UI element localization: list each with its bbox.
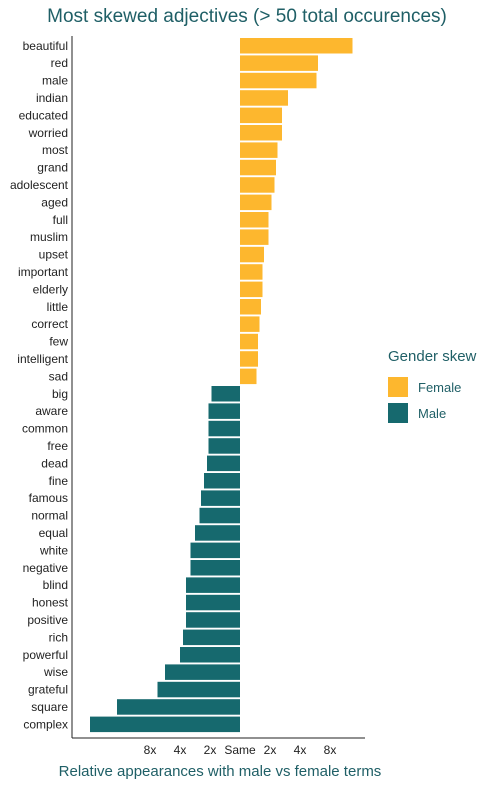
x-tick-label: 4x [294,743,307,757]
bar-correct [240,316,260,332]
bar-wise [165,664,240,680]
bar-common [208,420,240,437]
y-tick-label-equal: equal [39,526,68,540]
bar-little [240,299,261,315]
bar-red [240,55,318,71]
bar-rich [183,629,240,646]
y-tick-label-aware: aware [35,404,68,418]
y-tick-label-beautiful: beautiful [23,39,68,53]
y-tick-label-common: common [22,422,68,436]
y-tick-label-complex: complex [23,717,68,731]
y-tick-label-free: free [47,439,68,453]
y-tick-label-white: white [39,543,68,557]
bar-big [211,386,240,402]
bar-muslim [240,229,269,245]
x-tick-label: 2x [264,743,277,757]
y-tick-label-sad: sad [49,369,68,383]
bar-educated [240,107,282,124]
legend-item-female: Female [388,377,476,397]
y-tick-label-rich: rich [49,630,68,644]
bar-equal [195,525,240,541]
x-tick-label: 8x [144,743,157,757]
y-tick-label-full: full [53,213,68,227]
bar-fine [204,473,240,489]
legend: Gender skew Female Male [388,348,476,429]
y-tick-label-normal: normal [31,509,68,523]
bar-beautiful [240,38,353,54]
y-tick-label-wise: wise [43,665,68,679]
y-tick-label-aged: aged [41,195,68,209]
y-tick-label-powerful: powerful [23,648,68,662]
y-tick-label-upset: upset [39,248,69,262]
y-tick-label-most: most [42,143,69,157]
y-tick-label-honest: honest [32,596,69,610]
bar-grand [240,159,276,176]
y-tick-label-blind: blind [43,578,68,592]
x-axis-label: Relative appearances with male vs female… [58,763,382,780]
bar-aged [240,194,272,211]
y-tick-label-adolescent: adolescent [10,178,69,192]
legend-label-male: Male [418,405,447,421]
bar-normal [199,507,240,524]
x-tick-label: 2x [204,743,217,757]
y-tick-label-famous: famous [29,491,68,505]
legend-label-female: Female [418,379,462,395]
bar-aware [208,403,240,419]
y-tick-label-indian: indian [36,91,68,105]
chart-title: Most skewed adjectives (> 50 total occur… [47,6,447,27]
y-tick-label-big: big [52,387,68,401]
y-tick-label-elderly: elderly [33,282,68,296]
bar-blind [186,577,240,593]
y-tick-label-grateful: grateful [28,683,68,697]
x-tick-label: Same [224,743,256,757]
legend-title: Gender skew [388,348,477,365]
y-tick-label-worried: worried [28,126,68,140]
bar-indian [240,90,288,106]
y-tick-label-positive: positive [27,613,68,627]
y-tick-label-educated: educated [19,108,68,122]
y-tick-label-important: important [18,265,69,279]
bar-adolescent [240,177,275,193]
bar-full [240,212,269,228]
y-tick-label-correct: correct [31,317,68,331]
y-tick-label-square: square [31,700,68,714]
bar-famous [201,490,240,506]
x-tick-label: 8x [324,743,337,757]
legend-item-male: Male [388,403,476,423]
y-tick-label-few: few [49,335,68,349]
bar-square [117,699,240,715]
y-tick-label-dead: dead [41,456,68,470]
y-tick-label-muslim: muslim [30,230,68,244]
bar-white [190,542,240,559]
legend-swatch-female [388,377,408,397]
bar-negative [190,560,240,576]
x-tick-label: 4x [174,743,187,757]
bar-few [240,333,258,350]
bar-complex [90,716,240,733]
bar-intelligent [240,351,258,367]
bar-sad [240,368,257,385]
y-tick-label-intelligent: intelligent [17,352,68,366]
bar-upset [240,246,264,263]
y-tick-label-grand: grand [37,161,68,175]
bar-powerful [180,647,240,663]
bar-grateful [157,681,240,698]
y-tick-label-fine: fine [49,474,69,488]
y-tick-label-red: red [51,56,68,70]
bar-positive [186,612,240,628]
legend-swatch-male [388,403,408,423]
bar-worried [240,125,282,141]
bar-important [240,264,263,280]
bar-male [240,72,317,89]
bar-elderly [240,281,263,298]
bar-free [208,438,240,454]
bar-dead [207,455,240,472]
bar-most [240,142,278,158]
y-tick-label-little: little [47,300,69,314]
y-tick-label-male: male [42,74,68,88]
bar-honest [186,594,240,611]
y-tick-label-negative: negative [23,561,69,575]
